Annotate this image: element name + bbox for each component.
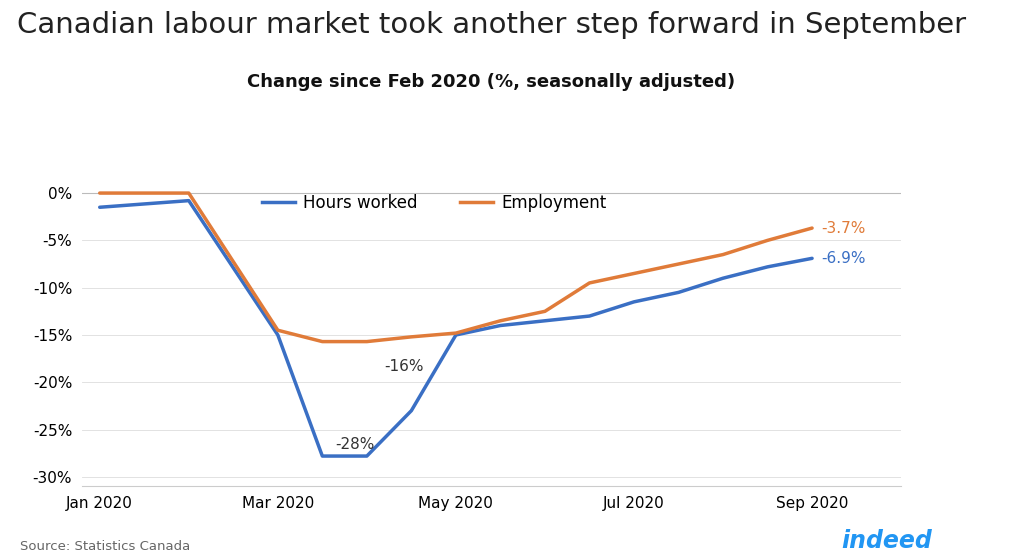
Text: -6.9%: -6.9% <box>821 251 865 266</box>
Text: Canadian labour market took another step forward in September: Canadian labour market took another step… <box>17 11 966 39</box>
Text: indeed: indeed <box>841 529 932 553</box>
Legend: Hours worked, Employment: Hours worked, Employment <box>255 187 613 219</box>
Text: Change since Feb 2020 (%, seasonally adjusted): Change since Feb 2020 (%, seasonally adj… <box>248 73 735 91</box>
Text: -16%: -16% <box>385 359 424 373</box>
Text: -3.7%: -3.7% <box>821 221 865 235</box>
Text: -28%: -28% <box>336 437 375 452</box>
Text: Source: Statistics Canada: Source: Statistics Canada <box>20 541 190 553</box>
